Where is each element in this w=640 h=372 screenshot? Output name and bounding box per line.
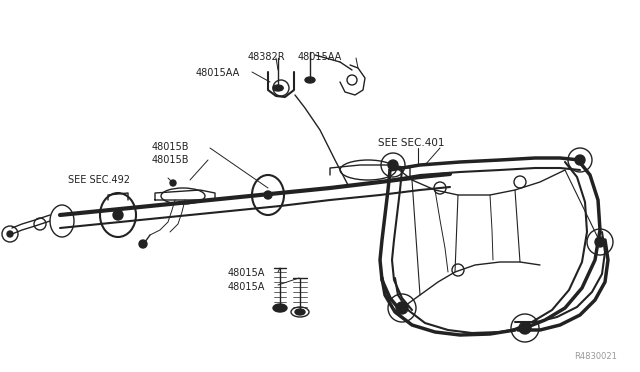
Ellipse shape	[273, 85, 283, 91]
Text: 48015AA: 48015AA	[196, 68, 240, 78]
Circle shape	[264, 191, 272, 199]
Circle shape	[388, 160, 398, 170]
Text: SEE SEC.401: SEE SEC.401	[378, 138, 445, 148]
Text: 48015B: 48015B	[152, 142, 189, 152]
Text: 48382R: 48382R	[248, 52, 285, 62]
Ellipse shape	[273, 304, 287, 312]
Circle shape	[170, 180, 176, 186]
Circle shape	[396, 302, 408, 314]
Text: SEE SEC.492: SEE SEC.492	[68, 175, 130, 185]
Circle shape	[139, 240, 147, 248]
Ellipse shape	[305, 77, 315, 83]
Circle shape	[595, 237, 605, 247]
Circle shape	[113, 210, 123, 220]
Text: R4830021: R4830021	[574, 352, 617, 361]
Text: 48015A: 48015A	[228, 268, 266, 278]
Text: 48015B: 48015B	[152, 155, 189, 165]
Circle shape	[279, 86, 283, 90]
Ellipse shape	[295, 309, 305, 315]
Text: 48015A: 48015A	[228, 282, 266, 292]
Circle shape	[519, 322, 531, 334]
Circle shape	[7, 231, 13, 237]
Circle shape	[575, 155, 585, 165]
Text: 48015AA: 48015AA	[298, 52, 342, 62]
